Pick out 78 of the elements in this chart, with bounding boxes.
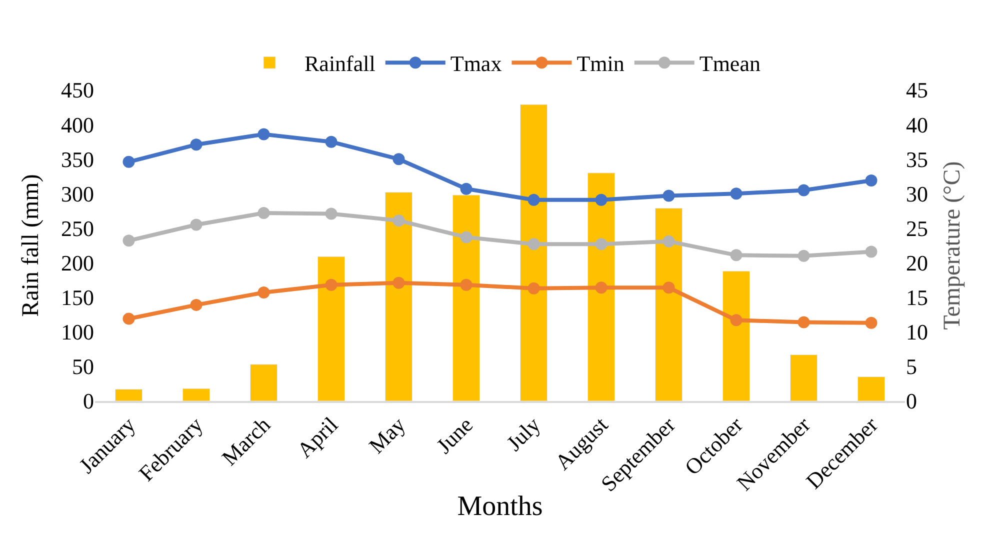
bar — [858, 376, 885, 401]
bar — [318, 256, 345, 401]
point — [325, 278, 338, 291]
point — [460, 231, 472, 244]
legend-label: Rainfall — [304, 51, 376, 76]
point — [662, 235, 675, 248]
legend-label: Tmean — [699, 51, 760, 76]
point — [730, 314, 742, 326]
y2-axis-title: Temperature (°C) — [939, 161, 966, 330]
y-tick-label: 100 — [61, 320, 94, 345]
point — [460, 182, 472, 195]
legend-label: Tmax — [450, 51, 502, 76]
bar — [452, 194, 480, 401]
point — [595, 238, 608, 250]
point — [122, 156, 135, 168]
point — [190, 218, 202, 231]
point — [258, 128, 270, 140]
point — [730, 188, 742, 200]
y2-tick-label: 20 — [906, 250, 928, 276]
point — [122, 234, 135, 247]
y2-tick-label: 30 — [906, 181, 928, 206]
y-tick-label: 200 — [61, 250, 94, 276]
point — [122, 312, 135, 325]
bar — [250, 364, 278, 401]
y-axis-title: Rain fall (mm) — [18, 174, 44, 317]
bar — [588, 172, 615, 401]
point — [865, 246, 878, 258]
y2-tick-label: 15 — [906, 285, 928, 310]
point — [258, 207, 270, 220]
point — [325, 208, 338, 220]
point — [190, 138, 202, 151]
point — [662, 190, 675, 202]
point — [392, 276, 405, 289]
y-tick-label: 300 — [61, 181, 94, 206]
bar — [655, 208, 682, 401]
bar — [182, 388, 210, 401]
legend-label: Tmin — [576, 51, 624, 76]
point — [865, 316, 878, 329]
point — [528, 282, 540, 294]
y2-tick-label: 40 — [906, 112, 928, 138]
y2-tick-label: 45 — [906, 78, 928, 103]
point — [528, 194, 540, 206]
y-tick-label: 400 — [61, 112, 94, 138]
point — [460, 278, 472, 291]
y2-tick-label: 10 — [906, 320, 928, 345]
point — [190, 298, 202, 311]
y2-tick-label: 5 — [906, 354, 917, 380]
point — [392, 214, 405, 227]
point — [798, 184, 810, 196]
x-tick-label: July — [501, 412, 546, 456]
point — [528, 238, 540, 250]
y-tick-label: 350 — [61, 146, 94, 172]
point — [865, 174, 878, 187]
point — [392, 153, 405, 166]
bar — [385, 192, 412, 401]
y-tick-label: 0 — [83, 388, 94, 414]
point — [798, 250, 810, 262]
y-tick-label: 450 — [61, 78, 94, 103]
point — [258, 286, 270, 298]
x-axis-title: Months — [457, 490, 543, 522]
point — [325, 136, 338, 148]
x-tick-label: May — [364, 412, 410, 458]
x-tick-label: June — [431, 412, 478, 458]
point — [730, 249, 742, 262]
y2-tick-label: 35 — [906, 146, 928, 172]
y-tick-label: 150 — [61, 285, 94, 310]
point — [662, 282, 675, 294]
point — [798, 316, 810, 328]
y-tick-label: 250 — [61, 216, 94, 241]
bar — [722, 270, 750, 401]
bar — [520, 104, 548, 401]
point — [595, 282, 608, 294]
bar — [115, 389, 142, 401]
bar — [790, 354, 818, 401]
y2-tick-label: 25 — [906, 216, 928, 241]
y2-tick-label: 0 — [906, 388, 917, 414]
y-tick-label: 50 — [72, 354, 94, 380]
point — [595, 194, 608, 206]
